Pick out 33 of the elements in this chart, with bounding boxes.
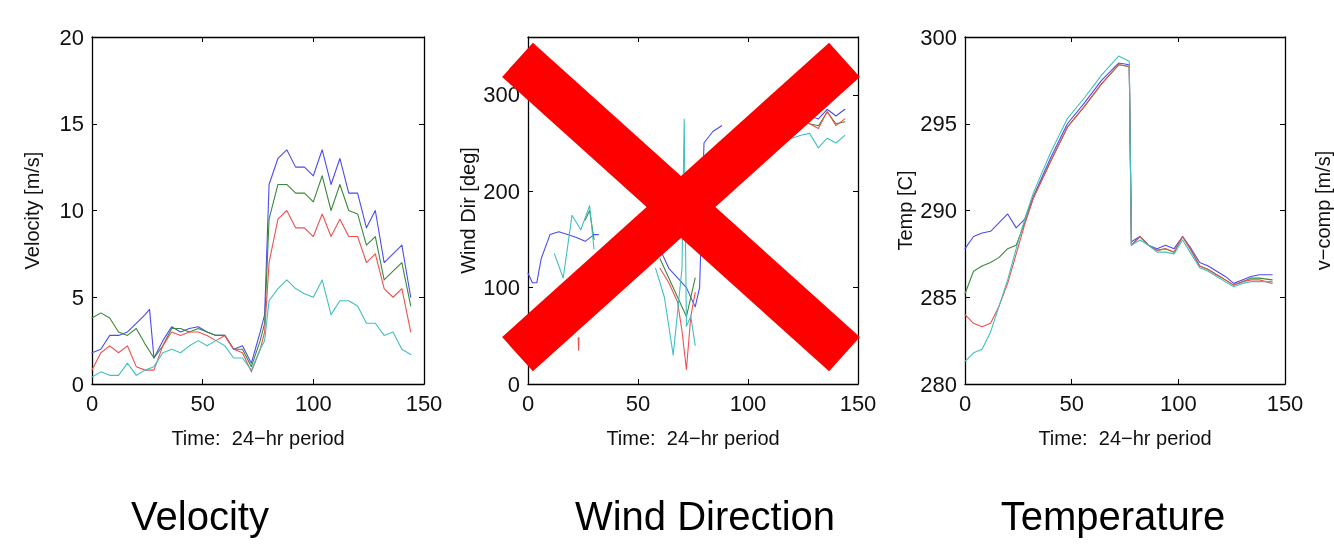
text: Temperature bbox=[1000, 494, 1226, 538]
y2-axis-title: v−comp [m/s] bbox=[1312, 150, 1334, 271]
y-axis-title: Temp [C] bbox=[894, 170, 916, 251]
y-tick-label: 285 bbox=[920, 284, 957, 310]
text: Velocity bbox=[131, 494, 269, 538]
y-tick-label: 15 bbox=[59, 111, 84, 137]
x-tick-label: 50 bbox=[1059, 390, 1084, 416]
x-tick-label: 100 bbox=[1159, 390, 1197, 416]
x-axis-title: Time: 24−hr period bbox=[1038, 427, 1212, 449]
y-axis-title: Wind Dir [deg] bbox=[457, 147, 479, 274]
x-tick-label: 50 bbox=[625, 390, 651, 416]
x-tick-label: 100 bbox=[294, 390, 332, 416]
y-tick-label: 100 bbox=[483, 275, 520, 301]
y-tick-label: 290 bbox=[920, 198, 957, 223]
y-tick-label: 0 bbox=[507, 371, 520, 397]
x-tick-label: 150 bbox=[839, 390, 877, 416]
x-tick-label: 150 bbox=[1266, 390, 1304, 416]
y-axis-title: Velocity [m/s] bbox=[21, 151, 43, 270]
y-tick-label: 300 bbox=[483, 82, 520, 108]
x-tick-label: 50 bbox=[190, 390, 215, 416]
y-tick-label: 295 bbox=[920, 111, 957, 137]
x-axis-title: Time: 24−hr period bbox=[171, 427, 345, 449]
text: Wind Direction bbox=[574, 494, 836, 538]
x-tick-label: 150 bbox=[405, 390, 443, 416]
y-tick-label: 20 bbox=[59, 24, 84, 50]
x-tick-label: 100 bbox=[729, 390, 767, 416]
y-tick-label: 300 bbox=[920, 24, 957, 50]
y-tick-label: 0 bbox=[71, 371, 84, 397]
y-tick-label: 5 bbox=[71, 284, 84, 310]
x-axis-title: Time: 24−hr period bbox=[606, 427, 780, 449]
y-tick-label: 10 bbox=[59, 198, 84, 223]
y-tick-label: 280 bbox=[920, 371, 957, 397]
y-tick-label: 200 bbox=[483, 178, 520, 204]
